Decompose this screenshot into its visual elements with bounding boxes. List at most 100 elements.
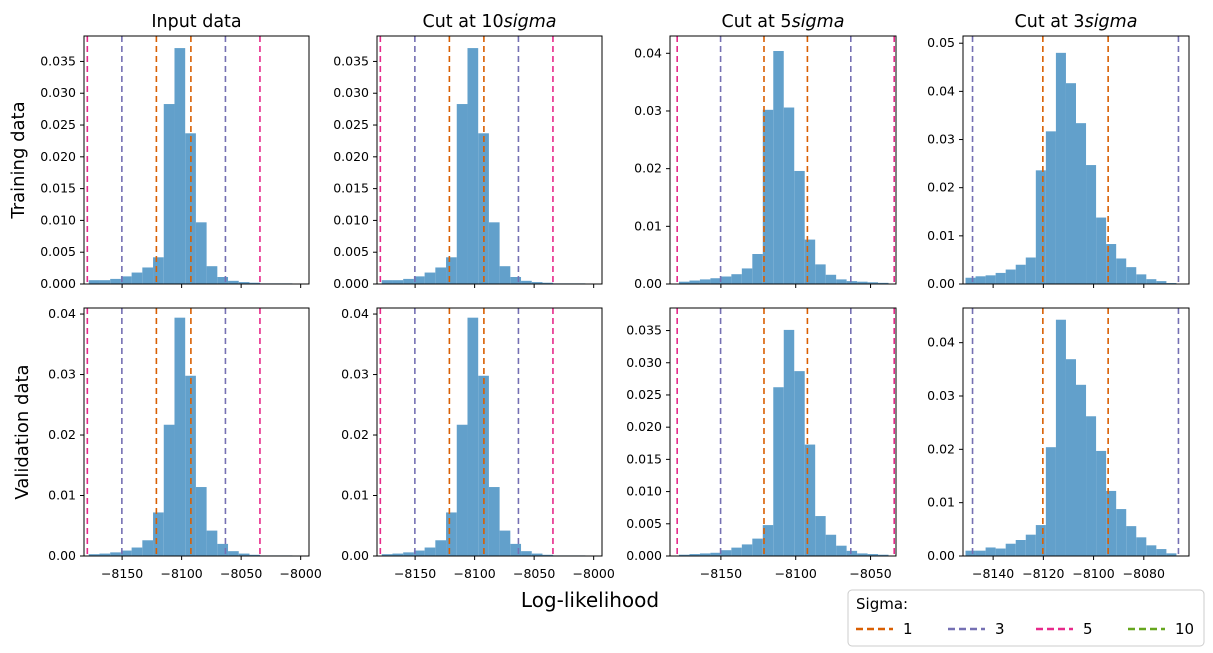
histogram-bar [456, 104, 468, 284]
histogram-bar [1005, 269, 1016, 284]
panel-1: 0.000 0.005 0.010 0.015 0.020 0.025 0.030 0.035… [40, 12, 310, 291]
y-tick-label: 0.00 [341, 548, 369, 563]
legend-label-1: 1 [903, 620, 913, 638]
histogram-bar [1096, 450, 1107, 556]
y-tick-label: 0.025 [333, 117, 369, 132]
legend-label-3: 3 [995, 620, 1005, 638]
panel-6: 0.00 0.01 0.02 0.03 0.04 −8150 −8100 −8050 −8000 [341, 306, 615, 581]
histogram-bar [456, 424, 468, 556]
y-tick-label: 0.020 [40, 149, 76, 164]
histogram-bar [965, 277, 976, 284]
histogram-bar [1015, 264, 1026, 284]
histogram-bar [99, 280, 111, 284]
histogram-bar [783, 107, 795, 285]
y-tick-label: 0.015 [626, 451, 662, 466]
histogram-bar [228, 551, 239, 556]
histogram-bar [846, 281, 858, 284]
histogram-bar [794, 170, 805, 284]
histogram-bar [995, 272, 1006, 284]
histogram-bar [88, 554, 100, 556]
histogram-bar [752, 254, 763, 284]
histogram-bars [678, 329, 889, 556]
histogram-bar [131, 547, 143, 556]
y-tick-label: 0.02 [927, 441, 955, 456]
histogram-bar [217, 277, 229, 284]
x-tick-label: −8000 [573, 566, 615, 581]
histogram-bar [752, 538, 763, 556]
histogram-bar [995, 548, 1006, 556]
y-tick-label: 0.035 [40, 53, 76, 68]
histogram-bar [678, 554, 690, 556]
histogram-bar [142, 267, 154, 284]
y-tick-label: 0.02 [927, 180, 955, 195]
row-label-training: Training data [8, 101, 29, 219]
histogram-bar [1015, 540, 1026, 556]
y-tick-label: 0.020 [333, 149, 369, 164]
histogram-bar [238, 282, 250, 284]
panel-title: Cut at 3sigma [1015, 12, 1138, 32]
histogram-bar [1045, 131, 1056, 284]
histogram-bar [206, 530, 218, 556]
histogram-bar [478, 375, 489, 556]
histogram-bar [857, 281, 868, 284]
histogram-bar [1035, 170, 1046, 284]
y-tick-label: 0.05 [927, 35, 955, 50]
legend-entry-3: 3 [948, 620, 1005, 638]
y-tick-label: 0.020 [626, 419, 662, 434]
histogram-bar [1025, 534, 1036, 556]
histogram-bar [510, 543, 522, 556]
histogram-bars [678, 51, 889, 285]
y-tick-label: 0.030 [40, 85, 76, 100]
y-tick-label: 0.02 [634, 161, 662, 176]
histogram-bar [825, 534, 837, 556]
histogram-bar [381, 554, 393, 556]
axes-frame [83, 307, 310, 557]
histogram-bar [815, 516, 826, 556]
histogram-bar [731, 547, 742, 556]
histogram-bar [804, 444, 816, 556]
histogram-bar [1005, 543, 1016, 556]
panel-title: Input data [151, 12, 241, 32]
histogram-bar [1156, 549, 1167, 556]
legend-label-5: 5 [1083, 620, 1093, 638]
panel-7: 0.000 0.005 0.010 0.015 0.020 0.025 0.030 0.035… [626, 307, 897, 581]
histogram-bar [1156, 281, 1167, 284]
histogram-bar [1055, 319, 1066, 556]
histogram-bar [531, 282, 543, 284]
y-tick-label: 0.035 [626, 323, 662, 338]
y-tick-label: 0.01 [48, 488, 76, 503]
histogram-bar [488, 222, 500, 284]
histogram-bar [741, 544, 753, 556]
histogram-bar [521, 551, 532, 556]
histogram-bar [174, 317, 186, 556]
panel-5: 0.00 0.01 0.02 0.03 0.04 −8150 −8100 −8050 −8000 [48, 306, 322, 581]
y-tick-label: 0.04 [634, 45, 662, 60]
x-tick-label: −8150 [394, 566, 436, 581]
y-tick-label: 0.005 [626, 516, 662, 531]
histogram-bar [413, 550, 425, 556]
x-tick-label: −8120 [1022, 566, 1064, 581]
y-tick-label: 0.04 [927, 83, 955, 98]
histogram-bar [1025, 257, 1036, 284]
histogram-bar [1086, 165, 1097, 284]
axes-frame [376, 35, 603, 285]
y-tick-label: 0.01 [341, 488, 369, 503]
histogram-bar [510, 277, 522, 284]
x-tick-label: −8100 [775, 566, 817, 581]
histogram-bar [783, 329, 795, 556]
histogram-bar [110, 552, 121, 556]
y-tick-label: 0.04 [48, 306, 76, 321]
histogram-bar [542, 554, 554, 556]
histogram-bar [689, 554, 700, 556]
histogram-bar [710, 278, 721, 284]
legend-label-10: 10 [1175, 620, 1194, 638]
x-tick-label: −8080 [1123, 566, 1165, 581]
histogram-bar [142, 540, 154, 556]
histogram-bar [689, 280, 700, 284]
histogram-bar [195, 487, 207, 556]
histogram-bar [985, 275, 996, 284]
histogram-bar [185, 375, 196, 556]
histogram-bar [249, 554, 261, 556]
histogram-bar [521, 280, 532, 284]
histogram-bar [467, 317, 479, 556]
